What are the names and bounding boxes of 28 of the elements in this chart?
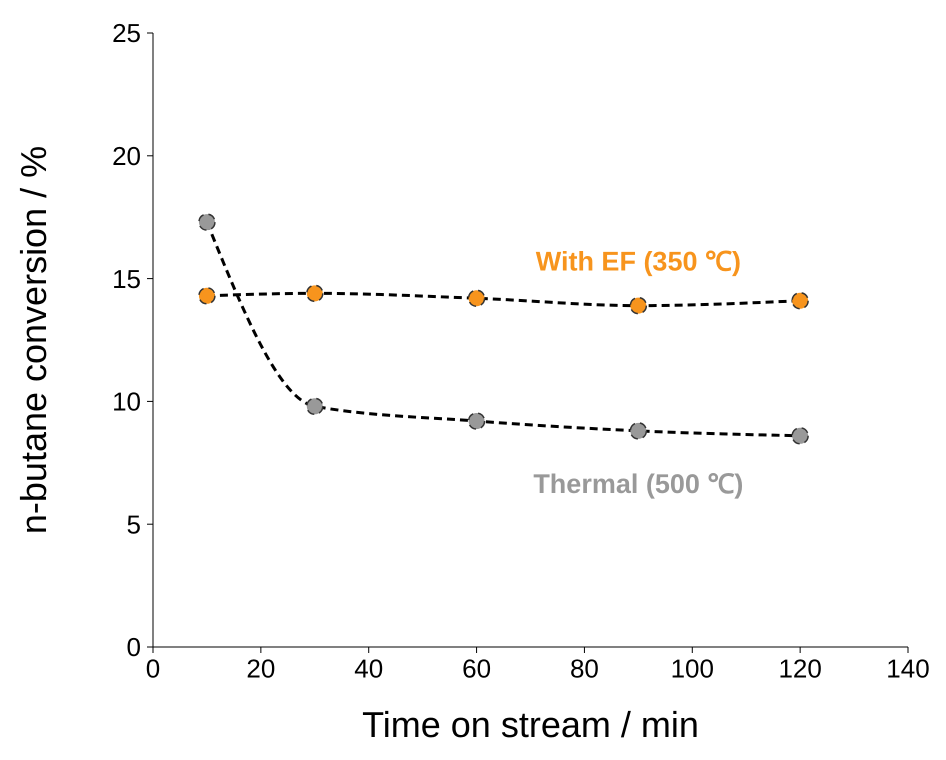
y-tick-label: 10	[112, 386, 141, 417]
series-label: Thermal (500 ℃)	[533, 468, 744, 499]
point	[630, 296, 648, 314]
x-tick-label: 100	[670, 653, 714, 684]
x-tick-label: 140	[886, 653, 930, 684]
x-tick-label: 40	[354, 653, 384, 684]
point	[791, 427, 809, 445]
point	[306, 284, 324, 302]
y-tick-label: 0	[126, 632, 141, 662]
point	[791, 292, 809, 310]
x-tick-label: 20	[246, 653, 276, 684]
point	[630, 422, 648, 440]
x-tick-label: 120	[778, 653, 822, 684]
x-tick-label: 80	[570, 653, 599, 684]
x-tick-label: 60	[462, 653, 492, 684]
point	[306, 398, 324, 416]
point	[198, 213, 216, 231]
series-label: With EF (350 ℃)	[536, 246, 741, 277]
point	[198, 287, 216, 305]
y-tick-label: 25	[112, 18, 141, 48]
x-tick-label: 0	[146, 653, 160, 684]
point	[468, 290, 486, 307]
y-tick-label: 15	[112, 264, 141, 294]
x-axis-title: Time on stream / min	[362, 704, 699, 745]
y-axis-title: n-butane conversion / %	[12, 146, 54, 534]
point	[468, 412, 486, 430]
y-tick-label: 5	[126, 509, 141, 540]
y-tick-label: 20	[112, 141, 141, 172]
